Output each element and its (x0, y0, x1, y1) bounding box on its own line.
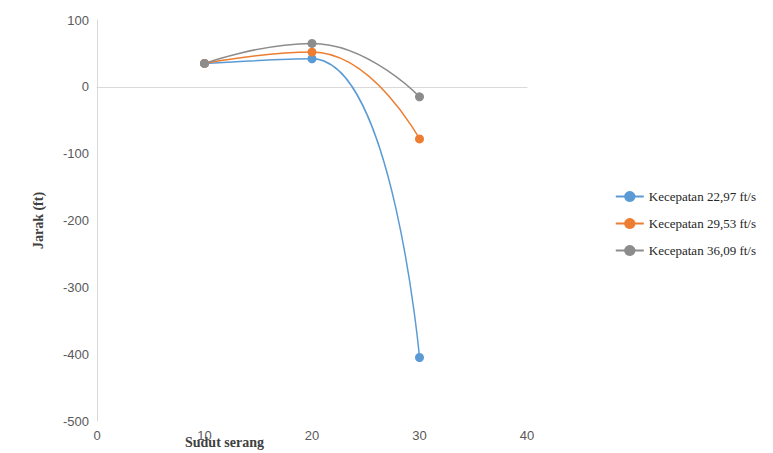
svg-text:0: 0 (93, 428, 100, 443)
svg-text:-100: -100 (63, 146, 89, 161)
svg-text:-300: -300 (63, 280, 89, 295)
svg-text:-200: -200 (63, 213, 89, 228)
svg-text:-400: -400 (63, 347, 89, 362)
svg-text:20: 20 (305, 428, 319, 443)
svg-text:Kecepatan 29,53 ft/s: Kecepatan 29,53 ft/s (649, 216, 756, 231)
svg-text:0: 0 (82, 79, 89, 94)
svg-text:100: 100 (67, 13, 89, 28)
svg-text:10: 10 (197, 428, 211, 443)
svg-text:40: 40 (520, 428, 534, 443)
svg-text:Jarak (ft): Jarak (ft) (31, 192, 47, 249)
svg-text:30: 30 (412, 428, 426, 443)
svg-text:Kecepatan 22,97 ft/s: Kecepatan 22,97 ft/s (649, 189, 756, 204)
svg-text:Kecepatan 36,09 ft/s: Kecepatan 36,09 ft/s (649, 243, 756, 258)
svg-text:Sudut serang: Sudut serang (185, 434, 264, 450)
svg-text:-500: -500 (63, 414, 89, 429)
